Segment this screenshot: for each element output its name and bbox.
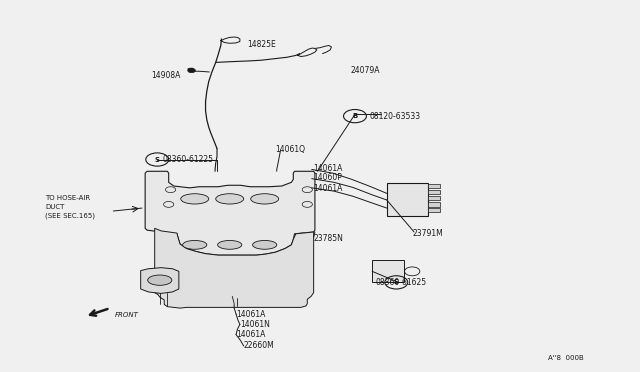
FancyBboxPatch shape	[428, 190, 440, 194]
Text: DUCT: DUCT	[45, 203, 65, 209]
Text: 14061N: 14061N	[240, 320, 270, 329]
Ellipse shape	[216, 194, 244, 204]
Text: 22660M: 22660M	[244, 341, 275, 350]
Text: 14061A: 14061A	[236, 310, 266, 318]
Text: FRONT: FRONT	[115, 312, 139, 318]
Text: 14825E: 14825E	[247, 40, 276, 49]
Text: 14061Q: 14061Q	[275, 145, 305, 154]
Text: 08120-63533: 08120-63533	[369, 112, 420, 121]
Text: 14061A: 14061A	[236, 330, 266, 339]
Ellipse shape	[180, 194, 209, 204]
Text: TO HOSE-AIR: TO HOSE-AIR	[45, 195, 90, 201]
Text: 14061A: 14061A	[314, 184, 343, 193]
Text: S: S	[394, 279, 399, 285]
Text: 08360-61225: 08360-61225	[163, 155, 213, 164]
Ellipse shape	[251, 194, 278, 204]
Text: A''8  000B: A''8 000B	[548, 355, 584, 361]
FancyBboxPatch shape	[372, 260, 404, 282]
Text: 23791M: 23791M	[412, 229, 443, 238]
Text: 14061A: 14061A	[314, 164, 343, 173]
Text: (SEE SEC.165): (SEE SEC.165)	[45, 212, 95, 219]
Ellipse shape	[253, 240, 276, 249]
Ellipse shape	[148, 275, 172, 285]
FancyBboxPatch shape	[387, 183, 428, 216]
Text: 14060P: 14060P	[314, 173, 342, 182]
FancyBboxPatch shape	[428, 208, 440, 212]
Text: 23785N: 23785N	[314, 234, 344, 243]
Circle shape	[188, 68, 195, 73]
Polygon shape	[141, 268, 179, 294]
Text: 08360-61625: 08360-61625	[376, 278, 427, 287]
Text: S: S	[155, 157, 160, 163]
FancyBboxPatch shape	[428, 196, 440, 200]
Text: B: B	[353, 113, 358, 119]
Polygon shape	[155, 228, 314, 308]
Text: 24079A: 24079A	[351, 65, 380, 75]
Ellipse shape	[182, 240, 207, 249]
FancyBboxPatch shape	[428, 184, 440, 188]
Polygon shape	[145, 171, 315, 255]
Ellipse shape	[218, 240, 242, 249]
Text: 14908A: 14908A	[152, 71, 181, 80]
FancyBboxPatch shape	[428, 202, 440, 206]
